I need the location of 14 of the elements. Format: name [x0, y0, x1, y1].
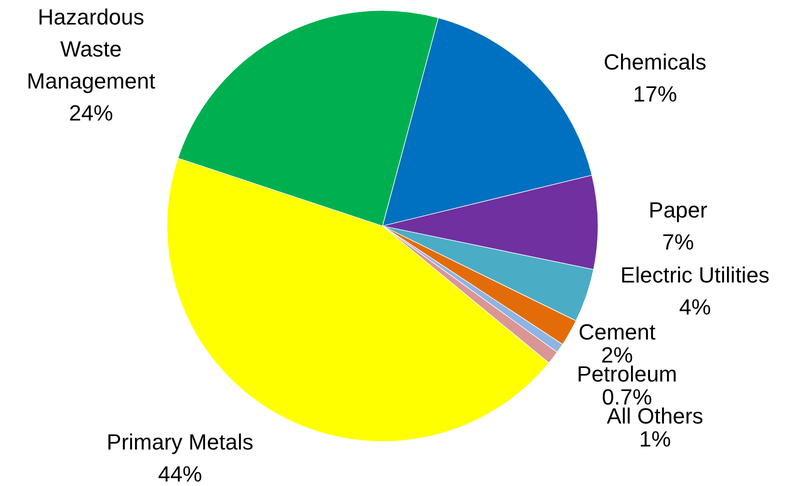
data-label: 44%: [158, 462, 202, 486]
slice-label: All Others: [606, 404, 704, 429]
data-label: 17%: [632, 82, 678, 107]
slice-label: Electric Utilities: [620, 262, 770, 288]
slice-label: Primary Metals: [106, 430, 254, 455]
data-label: 24%: [68, 100, 114, 126]
slice-label: Cement: [578, 320, 656, 345]
slice-label: Paper: [648, 198, 708, 223]
data-label: 7%: [662, 230, 694, 255]
slice-label: Chemicals: [604, 50, 706, 75]
slice-label: Petroleum: [576, 362, 678, 387]
data-label: 4%: [679, 294, 711, 320]
slice-label: Hazardous Waste Management: [26, 4, 156, 94]
data-label: 1%: [639, 426, 671, 452]
